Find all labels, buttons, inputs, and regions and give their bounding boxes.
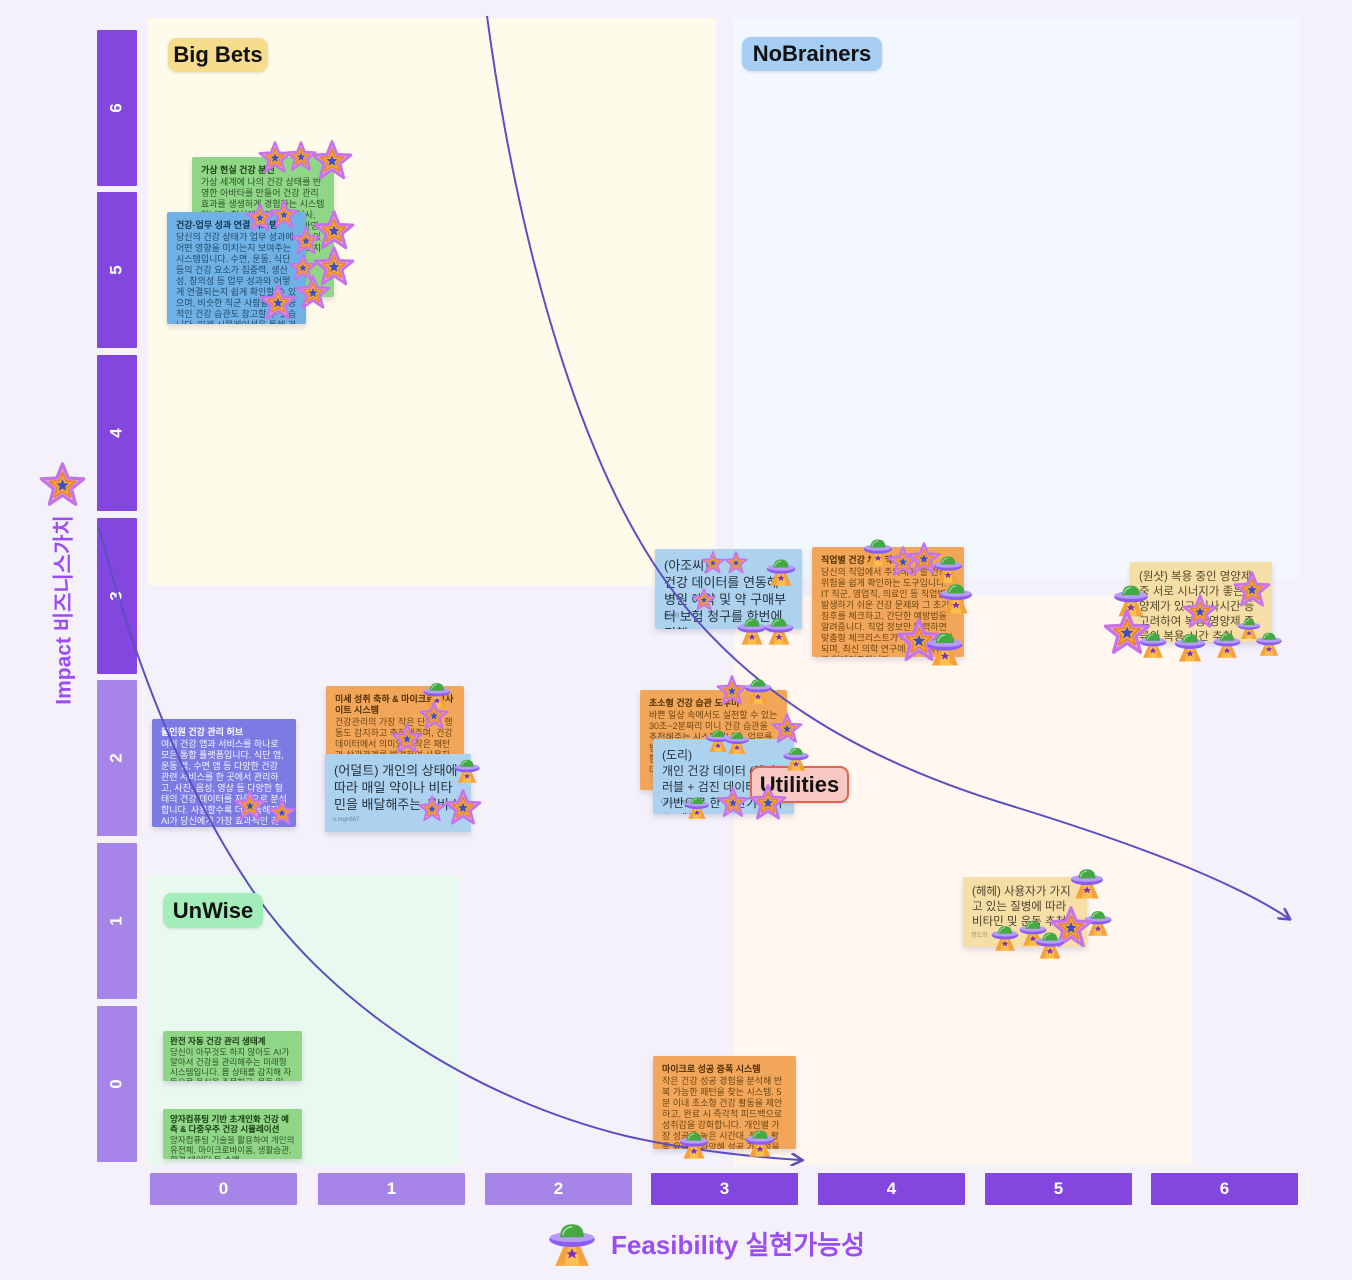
ufo-3d-stamp xyxy=(1254,627,1284,657)
unwise-text: UnWise xyxy=(172,897,254,923)
note-author: s.mgn667 xyxy=(333,817,360,823)
quadrant-label-unwise[interactable]: UnWise xyxy=(163,893,263,928)
ufo-3d-stamp xyxy=(683,792,711,820)
x-tick-3: 3 xyxy=(651,1173,798,1205)
x-tick-2: 2 xyxy=(485,1173,632,1205)
x-tick-6: 6 xyxy=(1151,1173,1298,1205)
big-bets-text: Big Bets xyxy=(173,42,263,67)
quadrant-label-nobrainers[interactable]: NoBrainers xyxy=(742,37,882,71)
star-3d-stamp xyxy=(771,713,803,745)
star-3d-stamp xyxy=(724,551,748,575)
star-3d-stamp xyxy=(311,140,353,182)
ufo-3d-stamp xyxy=(1137,627,1169,659)
sticky-note-full-auto-ecosystem[interactable]: 완전 자동 건강 관리 생태계 당신이 아무것도 하지 않아도 AI가 알아서 건… xyxy=(163,1031,302,1081)
x-axis-label-text: Feasibility 실현가능성 xyxy=(611,1230,865,1260)
star-3d-stamp xyxy=(749,784,787,822)
note-title: 완전 자동 건강 관리 생태계 xyxy=(170,1036,266,1046)
ufo-3d-stamp xyxy=(781,742,811,772)
ufo-3d-stamp xyxy=(989,920,1021,952)
note-body: 당신이 아무것도 하지 않아도 AI가 알아서 건강을 관리해주는 미래형 시스… xyxy=(170,1047,292,1081)
y-tick-1: 1 xyxy=(97,843,137,999)
note-title: 가상 현실 건강 분신 xyxy=(201,165,275,175)
x-tick-1: 1 xyxy=(318,1173,465,1205)
star-3d-stamp xyxy=(717,787,749,819)
note-author: 정도희 xyxy=(971,933,988,939)
y-axis-label-text: Impact 비즈니스가치 xyxy=(53,515,77,705)
star-3d-stamp xyxy=(1233,571,1271,609)
note-author: 신동혁 xyxy=(663,614,680,620)
x-tick-5: 5 xyxy=(985,1173,1132,1205)
note-title: 건강-업무 성과 연결 시스템 xyxy=(176,220,278,230)
ufo-3d-stamp xyxy=(762,612,796,646)
note-body: 양자컴퓨팅 기술을 활용하여 개인의 유전체, 마이크로바이옴, 생활습관, 환… xyxy=(170,1135,295,1159)
note-title: 마이크로 성공 증폭 시스템 xyxy=(662,1064,761,1074)
star-3d-stamp xyxy=(418,795,446,823)
star-3d-stamp xyxy=(1182,594,1218,630)
y-tick-0: 0 xyxy=(97,1006,137,1162)
ufo-3d-stamp xyxy=(1172,627,1208,663)
ufo-3d-stamp xyxy=(1068,862,1106,900)
quadrant-label-big-bets[interactable]: Big Bets xyxy=(168,38,268,72)
ufo-3d-stamp xyxy=(452,754,482,784)
y-tick-3: 3 xyxy=(97,518,137,674)
y-tick-2: 2 xyxy=(97,680,137,836)
star-3d-stamp xyxy=(295,275,331,311)
ufo-3d-stamp xyxy=(723,727,751,755)
ufo-3d-stamp xyxy=(742,673,774,705)
star-3d-stamp xyxy=(259,284,297,322)
star-3d-stamp xyxy=(444,789,482,827)
star-3d-stamp xyxy=(692,588,716,612)
star-3d-stamp xyxy=(419,701,449,731)
sticky-note-quantum-simulation[interactable]: 양자컴퓨팅 기반 초개인화 건강 예측 & 다중우주 건강 시뮬레이션 양자컴퓨팅… xyxy=(163,1109,302,1159)
quadrant-area-nobrainers xyxy=(734,18,1300,578)
y-tick-5: 5 xyxy=(97,192,137,348)
note-title: 양자컴퓨팅 기반 초개인화 건강 예측 & 다중우주 건강 시뮬레이션 xyxy=(170,1114,289,1134)
x-tick-0: 0 xyxy=(150,1173,297,1205)
x-tick-4: 4 xyxy=(818,1173,965,1205)
y-tick-6: 6 xyxy=(97,30,137,186)
star-3d-stamp xyxy=(701,551,725,575)
nobrainers-text: NoBrainers xyxy=(752,41,872,66)
ufo-3d-stamp xyxy=(743,1124,777,1158)
star-3d-stamp xyxy=(234,790,266,822)
y-tick-4: 4 xyxy=(97,355,137,511)
star-3d-stamp xyxy=(268,799,296,827)
star-3d-stamp xyxy=(391,723,423,755)
ufo-3d-stamp xyxy=(677,1126,711,1160)
ufo-3d-stamp xyxy=(937,577,975,615)
ufo-3d-stamp xyxy=(764,553,798,587)
note-title: 올인원 건강 관리 허브 xyxy=(161,727,244,737)
x-axis-label: Feasibility 실현가능성 xyxy=(545,1214,865,1273)
ufo-3d-stamp xyxy=(924,625,966,667)
feasibility-ufo-icon xyxy=(545,1214,599,1273)
ufo-3d-stamp xyxy=(1033,926,1067,960)
